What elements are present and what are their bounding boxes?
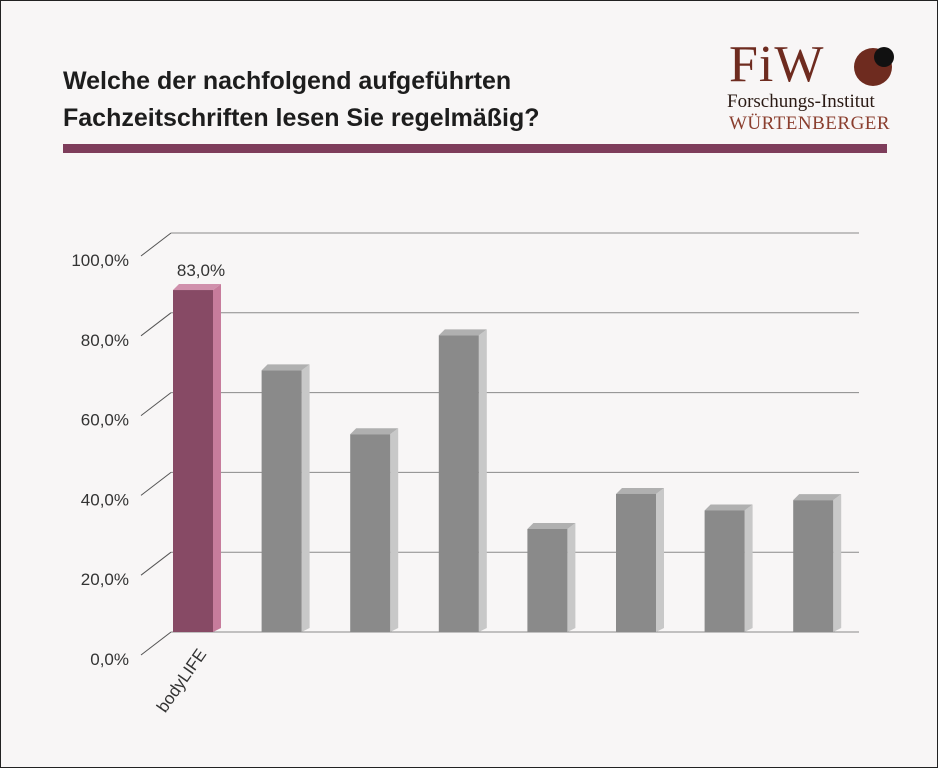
y-tick-label: 0,0%	[90, 650, 129, 669]
bar	[438, 335, 479, 632]
axis-tick-diagonal	[140, 312, 172, 337]
bar-side	[213, 284, 221, 632]
bar	[616, 493, 656, 632]
bar	[173, 290, 213, 632]
x-category-label: bodyLIFE	[153, 645, 210, 716]
logo-mark: FiW	[729, 36, 825, 93]
bar-top	[527, 523, 576, 529]
y-tick-label: 100,0%	[71, 251, 129, 270]
logo-line-2: WÜRTENBERGER	[729, 113, 891, 134]
axis-tick-diagonal	[140, 232, 172, 257]
bar-side	[478, 329, 487, 632]
bar-top	[438, 329, 487, 336]
bar	[350, 434, 391, 632]
bar	[527, 529, 568, 632]
y-tick-label: 60,0%	[81, 411, 129, 430]
bar	[261, 370, 302, 632]
fiw-logo: FiW Forschungs-Institut WÜRTENBERGER	[727, 35, 897, 139]
axis-tick-diagonal	[140, 551, 172, 576]
title-divider	[63, 144, 887, 153]
bar-top	[616, 487, 664, 494]
logo-line-1: Forschungs-Institut	[727, 91, 875, 112]
axis-tick-diagonal	[140, 472, 172, 496]
data-label: 83,0%	[177, 261, 225, 280]
bar	[793, 500, 834, 632]
bar-top	[173, 284, 221, 291]
title-line-2: Fachzeitschriften lesen Sie regelmäßig?	[63, 104, 540, 132]
bar-top	[261, 364, 310, 371]
bar-side	[390, 428, 399, 632]
bar-side	[567, 523, 576, 632]
bar	[704, 510, 745, 632]
y-tick-label: 20,0%	[81, 570, 129, 589]
chart-title: Welche der nachfolgend aufgeführten Fach…	[63, 63, 540, 137]
axis-tick-diagonal	[140, 631, 172, 656]
bar-side	[833, 494, 842, 632]
bar-top	[793, 494, 842, 501]
axis-tick-diagonal	[140, 392, 172, 416]
bar-side	[301, 364, 310, 632]
logo-circles-icon	[854, 47, 894, 86]
title-line-1: Welche der nachfolgend aufgeführten	[63, 67, 512, 95]
y-tick-label: 40,0%	[81, 490, 129, 509]
bar-top	[350, 428, 399, 435]
y-tick-label: 80,0%	[81, 331, 129, 350]
bar-top	[704, 504, 753, 511]
bar-side	[744, 504, 753, 632]
bar-side	[656, 487, 664, 632]
